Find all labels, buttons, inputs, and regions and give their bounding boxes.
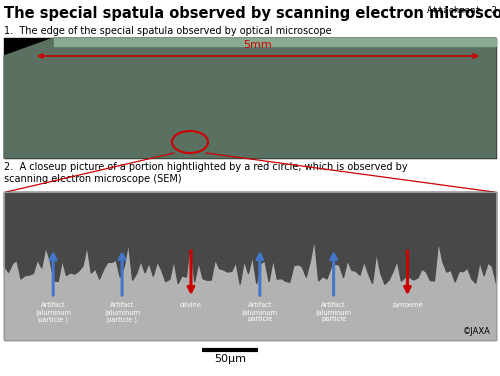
Bar — [4, 276, 496, 340]
Text: Attachment  2: Attachment 2 — [427, 6, 497, 15]
Bar — [4, 192, 496, 340]
Text: olivine: olivine — [180, 302, 202, 308]
Text: 2.  A closeup picture of a portion hightlighted by a red circle, which is observ: 2. A closeup picture of a portion hightl… — [4, 162, 407, 183]
Text: The special spatula observed by scanning electron microscope (SEM): The special spatula observed by scanning… — [4, 6, 500, 21]
Text: pyroxene: pyroxene — [392, 302, 423, 308]
Bar — [54, 38, 496, 46]
Bar — [4, 192, 496, 340]
Text: 50μm: 50μm — [214, 354, 246, 364]
Text: Artifact
(aluminum
particle: Artifact (aluminum particle — [242, 302, 278, 323]
Text: 5mm: 5mm — [244, 40, 272, 50]
Bar — [4, 192, 496, 276]
Polygon shape — [4, 38, 496, 158]
Text: ©JAXA: ©JAXA — [463, 327, 491, 336]
Text: Artifact
(aluminum
particle ): Artifact (aluminum particle ) — [104, 302, 140, 323]
Text: Artifact
(aluminum
particle ): Artifact (aluminum particle ) — [35, 302, 71, 323]
Bar — [4, 38, 496, 158]
Text: Artifact
(aluminum
particle: Artifact (aluminum particle — [316, 302, 352, 323]
Text: 1.  The edge of the special spatula observed by optical microscope: 1. The edge of the special spatula obser… — [4, 26, 332, 36]
